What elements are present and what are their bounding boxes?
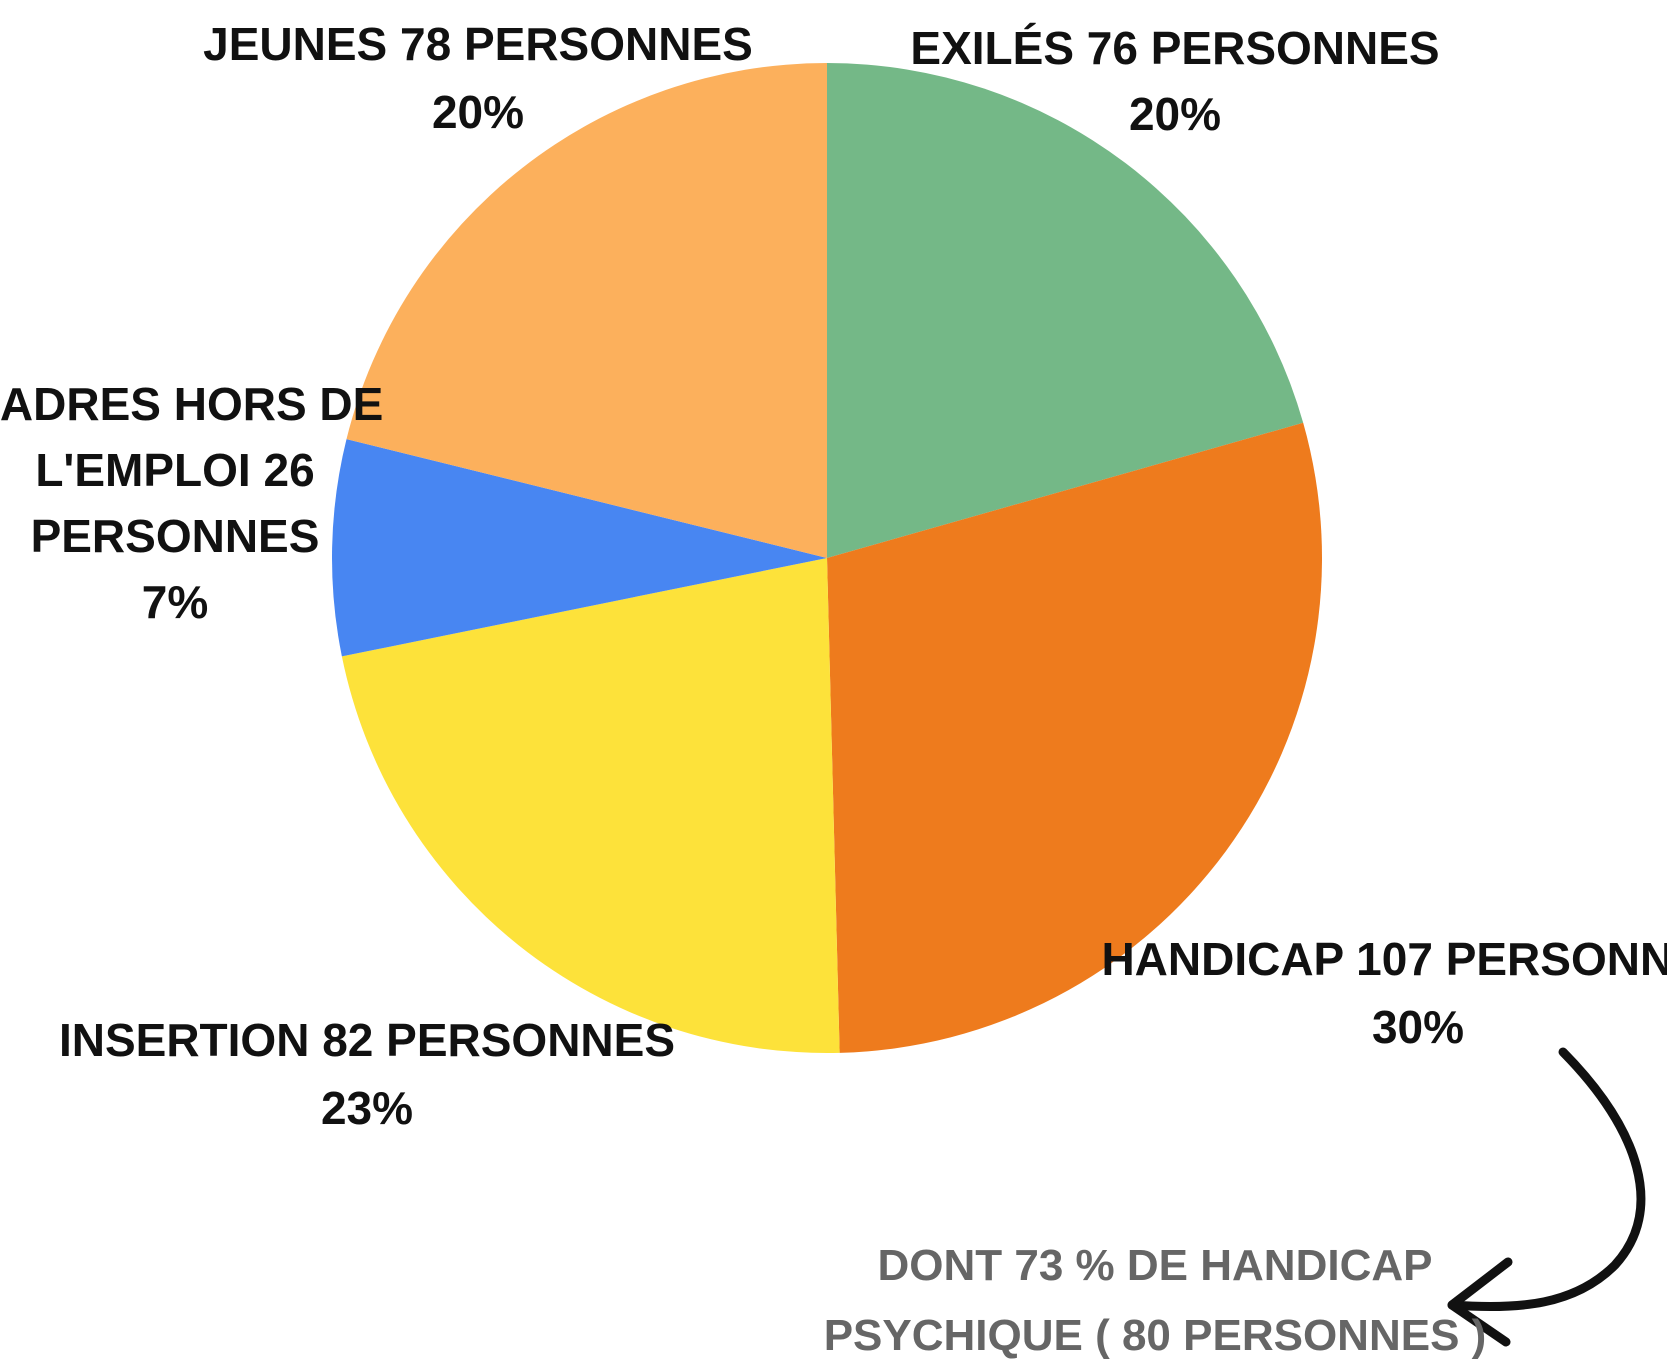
- slice-label-cadres: CADRES HORS DE L'EMPLOI 26 PERSONNES 7%: [0, 378, 383, 628]
- annotation-arrow-curve: [1447, 1047, 1646, 1312]
- annotation-arrow-head: [1447, 1257, 1513, 1347]
- annotation-note-line1: DONT 73 % DE HANDICAP: [878, 1241, 1433, 1290]
- slice-label-jeunes-name: JEUNES 78 PERSONNES: [203, 18, 753, 70]
- slice-label-cadres-line1: CADRES HORS DE: [0, 378, 383, 430]
- slice-label-exiles: EXILÉS 76 PERSONNES 20%: [910, 22, 1439, 140]
- annotation-arrow: [1447, 1047, 1646, 1347]
- annotation-note: DONT 73 % DE HANDICAP PSYCHIQUE ( 80 PER…: [824, 1241, 1487, 1360]
- slice-label-exiles-percent: 20%: [1129, 88, 1221, 140]
- slice-label-jeunes: JEUNES 78 PERSONNES 20%: [203, 18, 753, 138]
- slice-label-handicap-percent: 30%: [1372, 1001, 1464, 1053]
- slice-label-insertion-percent: 23%: [321, 1082, 413, 1134]
- pie-slice-jeunes: [346, 63, 827, 558]
- slice-label-handicap: HANDICAP 107 PERSONNES 30%: [1101, 933, 1667, 1053]
- slice-label-insertion: INSERTION 82 PERSONNES 23%: [59, 1014, 675, 1134]
- slice-label-cadres-line3: PERSONNES: [31, 510, 320, 562]
- pie-slice-insertion: [341, 558, 840, 1053]
- slice-label-insertion-name: INSERTION 82 PERSONNES: [59, 1014, 675, 1066]
- pie-slice-exiles: [827, 63, 1304, 558]
- pie-slice-handicap: [827, 422, 1322, 1053]
- slice-label-cadres-percent: 7%: [142, 576, 208, 628]
- pie-slices: [332, 63, 1322, 1053]
- slice-label-handicap-name: HANDICAP 107 PERSONNES: [1101, 933, 1667, 985]
- slice-label-exiles-name: EXILÉS 76 PERSONNES: [910, 22, 1439, 74]
- slice-label-jeunes-percent: 20%: [432, 86, 524, 138]
- annotation-note-line2: PSYCHIQUE ( 80 PERSONNES ): [824, 1311, 1487, 1360]
- slice-label-cadres-line2: L'EMPLOI 26: [35, 444, 314, 496]
- pie-slice-cadres: [332, 439, 827, 657]
